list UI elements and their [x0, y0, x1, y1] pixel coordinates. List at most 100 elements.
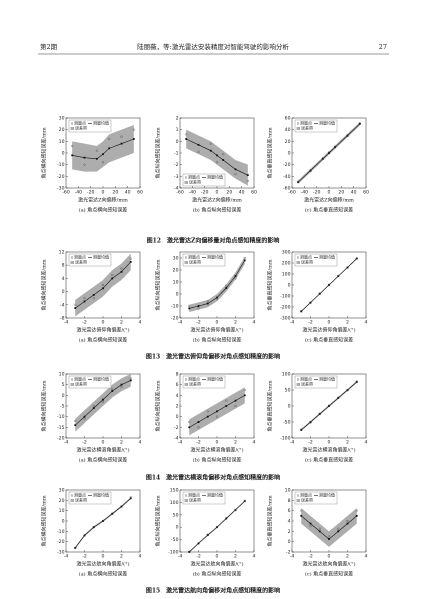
- x-tick-label: -4: [64, 440, 69, 446]
- measure-point: [234, 404, 237, 408]
- x-tick-label: -60: [288, 190, 296, 196]
- measure-point: [129, 377, 132, 380]
- y-tick-label: -2: [286, 550, 291, 556]
- mean-marker: [92, 526, 95, 529]
- mean-marker: [197, 542, 200, 545]
- y-tick-label: 10: [59, 139, 65, 145]
- legend-label: 测量均值: [93, 376, 109, 382]
- measure-point: [222, 153, 225, 156]
- measure-point: [300, 310, 303, 313]
- measure-point: [355, 380, 358, 383]
- error-band: [75, 497, 131, 549]
- y-tick-label: 2: [176, 404, 179, 410]
- x-tick-label: -60: [62, 190, 70, 196]
- legend-label: 测量均值: [207, 376, 223, 382]
- mean-marker: [297, 181, 300, 184]
- measure-point: [318, 412, 321, 415]
- measure-point: [120, 505, 123, 508]
- measure-point: [309, 170, 312, 173]
- legend-glyph: [184, 181, 188, 184]
- legend-label: 测量均值: [319, 492, 335, 498]
- x-tick-label: 0: [102, 320, 105, 326]
- subplot-caption: (c) 角点垂直感知误差: [305, 571, 353, 578]
- x-tick-label: 0: [328, 320, 331, 326]
- mean-marker: [102, 398, 104, 401]
- legend-label: 测量均值: [319, 376, 335, 382]
- y-tick-label: 10: [59, 372, 65, 378]
- legend-glyph: [184, 378, 188, 381]
- measure-point: [234, 277, 237, 280]
- measure-point: [309, 421, 312, 424]
- y-axis-label: 角点垂直感知误差/mm: [267, 380, 274, 431]
- legend-box: [68, 253, 112, 267]
- y-axis-label: 角点垂直感知误差/mm: [267, 259, 274, 310]
- x-tick-label: 20: [338, 190, 344, 196]
- mean-marker: [328, 284, 330, 286]
- measure-point: [111, 512, 114, 515]
- legend-label: 误差带: [301, 381, 313, 387]
- y-axis-label: 角点纵向感知误差/mm: [155, 127, 162, 178]
- measure-point: [92, 297, 95, 300]
- y-tick-label: 0: [288, 151, 291, 157]
- x-tick-label: 20: [112, 190, 118, 196]
- mean-marker: [225, 405, 228, 407]
- x-tick-label: 4: [253, 554, 256, 560]
- legend-label: 误差带: [189, 259, 201, 265]
- measure-point: [111, 387, 114, 391]
- x-tick-label: 0: [102, 554, 105, 560]
- measure-point: [225, 399, 228, 402]
- y-tick-label: 4: [176, 393, 179, 399]
- y-tick-label: -4: [174, 186, 179, 192]
- mean-marker: [108, 147, 111, 150]
- legend-box: [294, 375, 338, 389]
- mean-marker: [102, 520, 104, 522]
- legend-glyph: [184, 494, 188, 497]
- x-tick-label: 4: [365, 554, 368, 560]
- x-tick-label: -4: [64, 320, 69, 326]
- x-tick-label: 0: [102, 440, 105, 446]
- x-tick-label: -4: [64, 554, 69, 560]
- measure-point: [300, 428, 303, 431]
- mean-marker: [337, 397, 340, 399]
- y-tick-label: 10: [173, 280, 179, 286]
- error-band: [186, 129, 248, 186]
- y-tick-label: -10: [171, 304, 179, 310]
- mean-marker: [328, 538, 330, 540]
- y-axis-label: 角点垂直感知误差/mm: [267, 127, 274, 178]
- mean-marker: [216, 296, 218, 299]
- measure-point: [327, 151, 331, 154]
- mean-marker: [83, 415, 86, 418]
- y-tick-label: 0: [176, 414, 179, 420]
- y-tick-label: -20: [57, 436, 65, 442]
- mean-marker: [300, 429, 303, 431]
- figure-caption: 图15 激光雷达航向角偏移对角点感知精度的影响: [146, 587, 280, 595]
- legend-label: 测量点: [74, 120, 86, 126]
- measure-point: [206, 533, 209, 536]
- y-tick-label: 200: [282, 261, 291, 267]
- measure-point: [300, 509, 303, 512]
- mean-marker: [346, 266, 349, 269]
- legend-label: 误差带: [75, 259, 87, 265]
- mean-marker: [243, 500, 246, 503]
- measure-point: [243, 388, 246, 392]
- measure-point: [215, 415, 219, 418]
- measure-point: [309, 525, 312, 528]
- legend-glyph: [70, 494, 74, 497]
- y-tick-label: -20: [57, 174, 65, 180]
- measure-point: [337, 274, 340, 278]
- y-tick-label: 2: [288, 529, 291, 535]
- legend-box: [68, 491, 112, 505]
- y-tick-label: 0: [62, 289, 65, 295]
- y-tick-label: 100: [282, 372, 291, 378]
- y-tick-label: -100: [168, 550, 179, 556]
- y-axis-label: 角点横向感知误差/mm: [41, 127, 48, 178]
- mean-marker: [120, 383, 123, 386]
- figure-caption: 图13 激光雷达俯仰角偏移对角点感知精度的影响: [146, 353, 280, 361]
- measure-point: [108, 137, 111, 141]
- mean-marker: [337, 530, 340, 533]
- error-band: [189, 256, 245, 312]
- x-tick-label: -20: [87, 190, 95, 196]
- measure-point: [101, 161, 105, 164]
- measure-point: [355, 257, 358, 260]
- subplot-caption: (a) 角点横向感知误差: [79, 207, 127, 214]
